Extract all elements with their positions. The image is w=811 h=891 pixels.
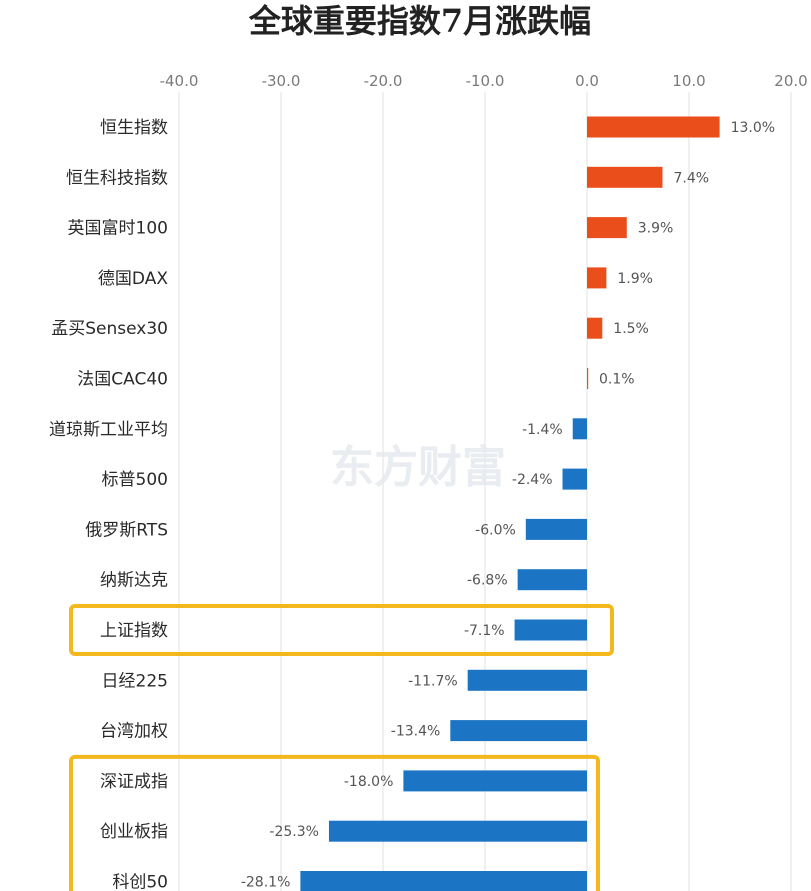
- bar-9: [525, 518, 587, 540]
- category-label: 孟买Sensex30: [51, 319, 168, 339]
- chart-title: 全球重要指数7月涨跌幅: [248, 2, 591, 40]
- value-label: -25.3%: [269, 824, 319, 840]
- category-label: 纳斯达克: [100, 571, 168, 591]
- value-label: 13.0%: [731, 120, 775, 136]
- bar-13: [450, 720, 587, 742]
- category-label: 上证指数: [100, 621, 168, 641]
- category-label: 俄罗斯RTS: [85, 520, 168, 540]
- x-tick-label: 0.0: [575, 72, 599, 90]
- value-label: 3.9%: [638, 221, 674, 237]
- category-label: 英国富时100: [68, 219, 168, 239]
- category-label: 深证成指: [100, 772, 168, 792]
- value-label: 7.4%: [673, 170, 709, 186]
- x-tick-label: -20.0: [364, 72, 403, 90]
- x-tick-label: -30.0: [262, 72, 301, 90]
- value-label: -7.1%: [464, 623, 505, 639]
- category-label: 创业板指: [100, 822, 168, 842]
- value-label: -6.8%: [467, 573, 508, 589]
- bars: 恒生指数 13.0% 恒生科技指数 7.4% 英国富时100 3.9% 德国DAX 1.9% 孟…: [49, 116, 775, 891]
- value-label: -1.4%: [522, 422, 563, 438]
- highlight-box: [69, 604, 614, 656]
- x-tick-label: 10.0: [672, 72, 705, 90]
- value-label: 1.5%: [613, 321, 649, 337]
- value-label: -18.0%: [344, 774, 394, 790]
- bar-11: [514, 619, 587, 641]
- bar-8: [562, 468, 587, 490]
- value-label: -13.4%: [391, 724, 441, 740]
- category-label: 道琼斯工业平均: [49, 420, 168, 440]
- bar-1: [587, 116, 720, 138]
- bar-16: [300, 871, 587, 891]
- value-label: 0.1%: [599, 372, 635, 388]
- value-label: -2.4%: [512, 472, 553, 488]
- category-label: 科创50: [112, 873, 168, 891]
- bar-4: [587, 267, 607, 289]
- highlight-box: [69, 754, 600, 891]
- category-label: 恒生科技指数: [66, 168, 168, 188]
- x-tick-label: -40.0: [160, 72, 199, 90]
- bar-3: [587, 217, 627, 239]
- value-label: 1.9%: [617, 271, 653, 287]
- bar-15: [328, 820, 587, 842]
- x-tick-label: 20.0: [774, 72, 807, 90]
- bar-12: [467, 669, 587, 691]
- bar-2: [587, 166, 663, 188]
- category-label: 标普500: [102, 470, 168, 490]
- bar-14: [403, 770, 587, 792]
- x-tick-label: -10.0: [466, 72, 505, 90]
- category-label: 台湾加权: [100, 722, 168, 742]
- bar-6: [587, 368, 589, 389]
- value-label: -11.7%: [408, 673, 458, 689]
- x-axis-ticks: -40.0 -30.0 -20.0 -10.0 0.0 10.0 20.0: [160, 72, 808, 90]
- category-label: 日经225: [102, 671, 168, 691]
- bar-10: [517, 569, 587, 591]
- category-label: 恒生指数: [100, 118, 168, 138]
- bar-7: [572, 418, 587, 440]
- value-label: -6.0%: [475, 522, 516, 538]
- category-label: 德国DAX: [98, 269, 168, 289]
- bar-5: [587, 317, 603, 339]
- value-label: -28.1%: [241, 875, 291, 891]
- watermark: 东方财富: [330, 442, 506, 493]
- highlight-boxes: [69, 604, 614, 891]
- category-label: 法国CAC40: [77, 370, 168, 390]
